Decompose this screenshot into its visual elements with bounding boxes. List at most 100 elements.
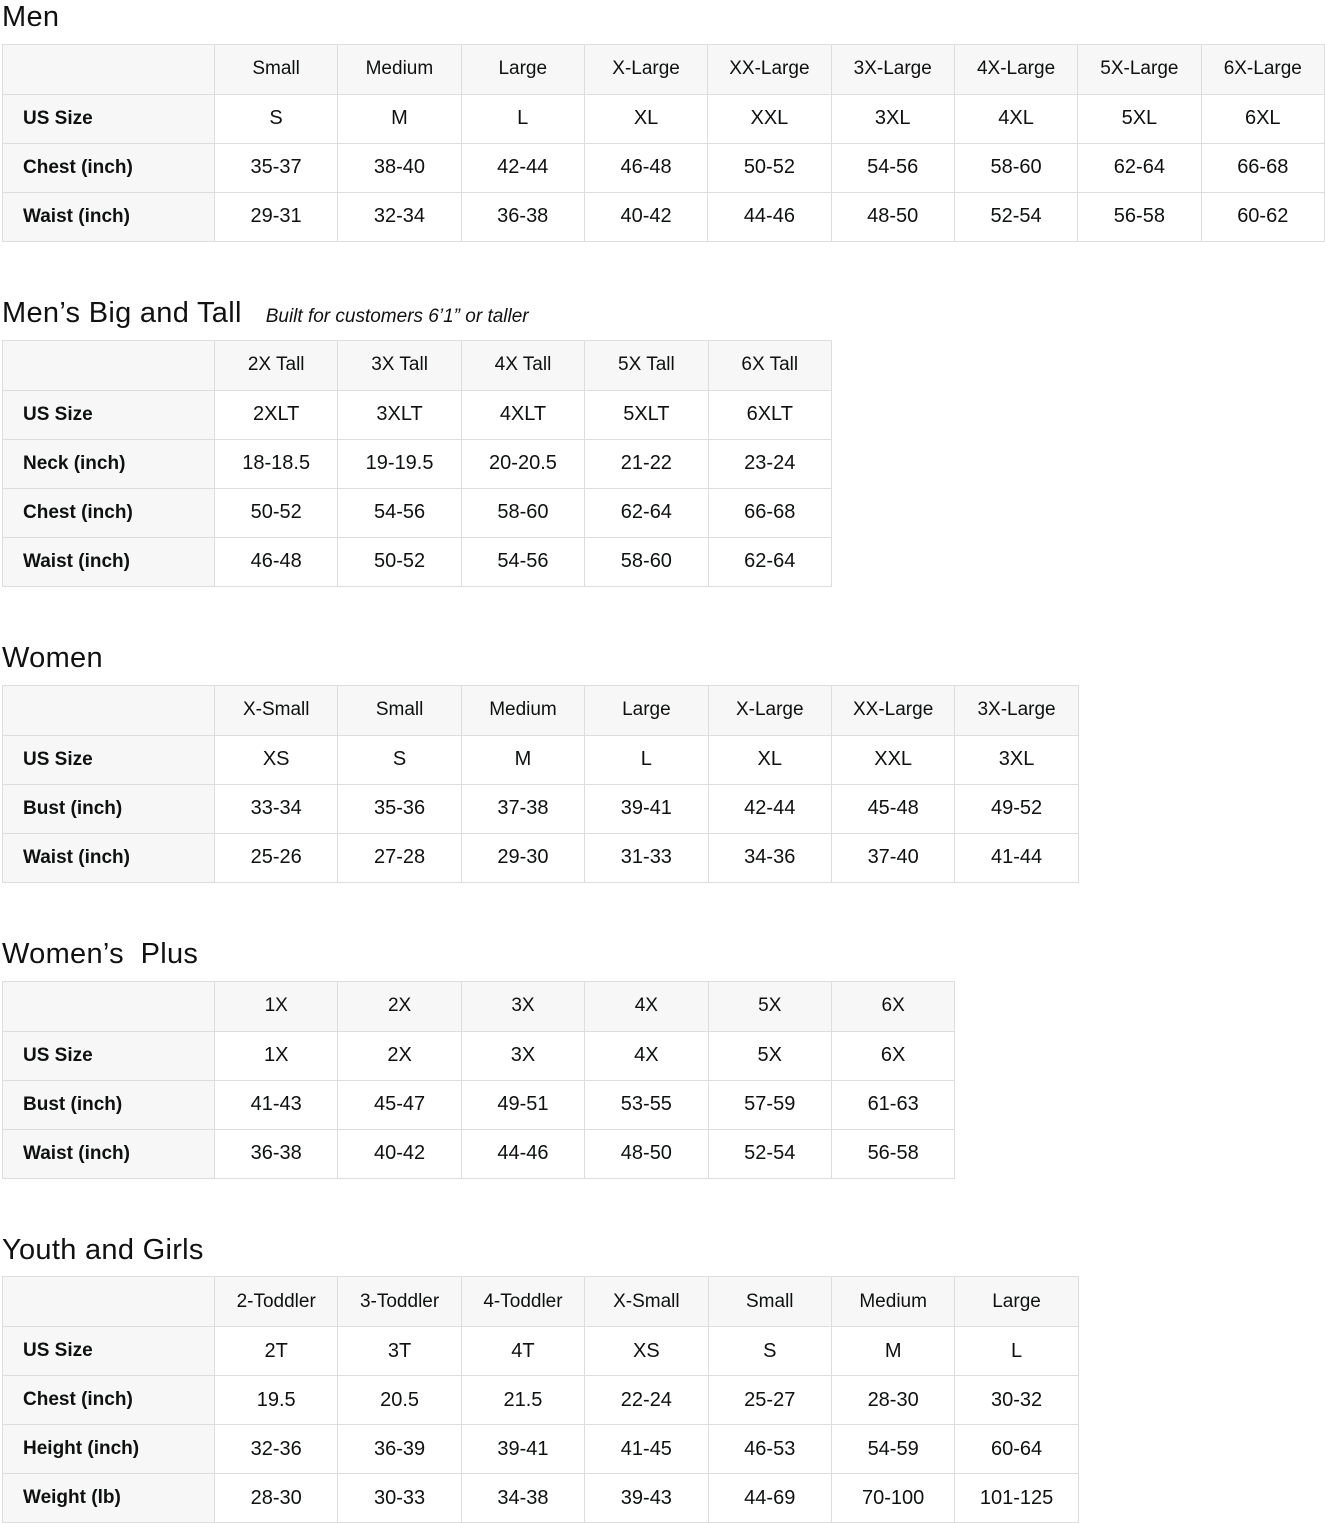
size-value-cell: 5X — [707, 1030, 832, 1081]
size-value-cell: 61-63 — [830, 1079, 956, 1130]
size-value-cell: XS — [584, 1326, 709, 1377]
section-title: Women — [2, 641, 103, 674]
column-header: Medium — [830, 1276, 956, 1328]
size-value-cell: XXL — [707, 93, 832, 144]
size-value-cell: 19-19.5 — [337, 438, 462, 489]
table-row: Neck (inch) 18-18.5 19-19.5 20-20.5 21-22 23-… — [2, 438, 832, 489]
size-value-cell: 56-58 — [1077, 191, 1202, 242]
size-value-cell: 18-18.5 — [213, 438, 339, 489]
column-header: 6X Tall — [707, 339, 832, 391]
column-header: Medium — [337, 43, 462, 95]
section-title: Women’s Plus — [2, 937, 199, 970]
column-header: 2X Tall — [213, 339, 339, 391]
table-row: Waist (inch) 29-31 32-34 36-38 40-42 44-46 48-… — [2, 191, 1325, 242]
header-row: 1X 2X 3X 4X 5X 6X — [2, 980, 956, 1032]
size-value-cell: 3X — [460, 1030, 586, 1081]
size-value-cell: 56-58 — [830, 1128, 956, 1179]
column-header: 1X — [213, 980, 339, 1032]
size-value-cell: 58-60 — [953, 142, 1079, 193]
column-header: 6X — [830, 980, 956, 1032]
size-value-cell: 37-40 — [830, 832, 956, 883]
table-row: US Size 2T 3T 4T XS S M L — [2, 1326, 1079, 1377]
size-value-cell: 42-44 — [460, 142, 585, 193]
column-header: XX-Large — [707, 43, 832, 95]
size-value-cell: 4XLT — [460, 389, 586, 440]
size-value-cell: 27-28 — [337, 832, 462, 883]
column-header: 3X-Large — [954, 684, 1079, 736]
column-header: X-Large — [707, 684, 832, 736]
column-header: Small — [707, 1276, 832, 1328]
row-label: US Size — [2, 389, 215, 440]
table-row: Chest (inch) 50-52 54-56 58-60 62-64 66-68 — [2, 487, 832, 538]
size-value-cell: XL — [583, 93, 709, 144]
size-value-cell: 19.5 — [213, 1375, 339, 1426]
size-value-cell: 62-64 — [584, 487, 709, 538]
size-value-cell: 4X — [584, 1030, 709, 1081]
size-value-cell: 52-54 — [953, 191, 1079, 242]
size-value-cell: 48-50 — [830, 191, 955, 242]
size-value-cell: 45-47 — [337, 1079, 462, 1130]
section-title: Youth and Girls — [2, 1233, 204, 1266]
column-header: Large — [460, 43, 585, 95]
blank-corner-cell — [2, 980, 215, 1032]
size-value-cell: 21-22 — [584, 438, 709, 489]
size-value-cell: 49-52 — [954, 783, 1079, 834]
size-value-cell: 25-26 — [213, 832, 339, 883]
size-value-cell: 36-39 — [337, 1424, 462, 1475]
section-title: Men — [2, 1, 60, 33]
column-header: Small — [213, 43, 339, 95]
size-value-cell: 53-55 — [584, 1079, 709, 1130]
column-header: 4X — [584, 980, 709, 1032]
blank-corner-cell — [2, 339, 215, 391]
size-value-cell: 4XL — [953, 93, 1079, 144]
size-value-cell: 1X — [213, 1030, 339, 1081]
size-value-cell: L — [584, 734, 709, 785]
blank-corner-cell — [2, 1276, 215, 1328]
size-table: 1X 2X 3X 4X 5X 6X US Size 1X 2X 3X 4X 5X 6X Bust (inc… — [2, 980, 956, 1179]
size-value-cell: XXL — [830, 734, 956, 785]
size-value-cell: 54-59 — [830, 1424, 956, 1475]
row-label: US Size — [2, 734, 215, 785]
size-value-cell: 3XLT — [337, 389, 462, 440]
column-header: X-Large — [583, 43, 709, 95]
size-value-cell: 22-24 — [584, 1375, 709, 1426]
column-header: 5X — [707, 980, 832, 1032]
size-value-cell: 41-45 — [584, 1424, 709, 1475]
size-value-cell: 48-50 — [584, 1128, 709, 1179]
column-header: X-Small — [584, 1276, 709, 1328]
size-value-cell: 35-37 — [213, 142, 339, 193]
size-value-cell: 62-64 — [1077, 142, 1202, 193]
size-value-cell: 2XLT — [213, 389, 339, 440]
size-value-cell: 25-27 — [707, 1375, 832, 1426]
size-value-cell: M — [830, 1326, 956, 1377]
size-value-cell: 2T — [213, 1326, 339, 1377]
column-header: XX-Large — [830, 684, 956, 736]
blank-corner-cell — [2, 43, 215, 95]
row-label: US Size — [2, 93, 215, 144]
size-value-cell: M — [337, 93, 462, 144]
section-heading: Men — [2, 1, 1325, 34]
size-value-cell: 44-69 — [707, 1473, 832, 1523]
size-value-cell: S — [337, 734, 462, 785]
size-value-cell: 101-125 — [954, 1473, 1079, 1523]
size-value-cell: 30-32 — [954, 1375, 1079, 1426]
header-row: Small Medium Large X-Large XX-Large 3X-Large 4… — [2, 43, 1325, 95]
size-value-cell: 28-30 — [830, 1375, 956, 1426]
size-value-cell: 6XL — [1200, 93, 1325, 144]
size-value-cell: 54-56 — [337, 487, 462, 538]
size-value-cell: 34-38 — [460, 1473, 586, 1523]
size-value-cell: 3T — [337, 1326, 462, 1377]
size-table: Small Medium Large X-Large XX-Large 3X-Large 4… — [2, 43, 1325, 242]
size-value-cell: 52-54 — [707, 1128, 832, 1179]
row-label: Waist (inch) — [2, 1128, 215, 1179]
row-label: Neck (inch) — [2, 438, 215, 489]
size-value-cell: 57-59 — [707, 1079, 832, 1130]
table-row: US Size 2XLT 3XLT 4XLT 5XLT 6XLT — [2, 389, 832, 440]
table-row: Waist (inch) 36-38 40-42 44-46 48-50 52-54 56-… — [2, 1128, 956, 1179]
section-heading: Men’s Big and Tall Built for customers 6’… — [2, 297, 1325, 330]
size-value-cell: 58-60 — [584, 536, 709, 587]
table-row: US Size S M L XL XXL 3XL 4XL 5XL 6XL — [2, 93, 1325, 144]
column-header: 3X — [460, 980, 586, 1032]
size-value-cell: 70-100 — [830, 1473, 956, 1523]
size-value-cell: 32-36 — [213, 1424, 339, 1475]
